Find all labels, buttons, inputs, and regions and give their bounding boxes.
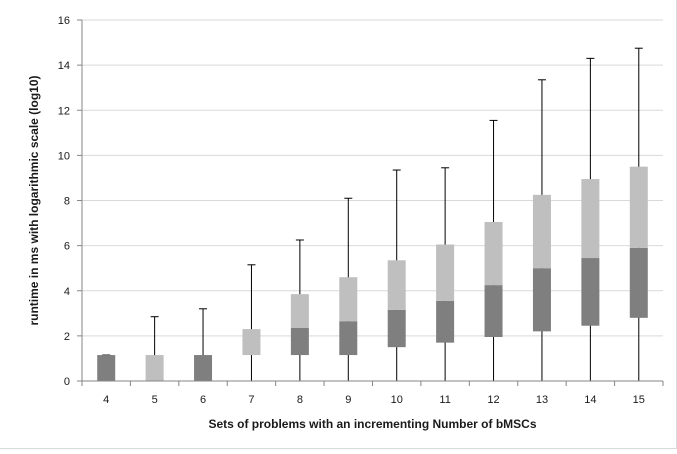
y-tick-label: 14 (58, 60, 70, 72)
box-upper (339, 277, 358, 322)
box-lower (97, 355, 116, 381)
box-lower (387, 309, 406, 348)
x-tick-label: 5 (152, 394, 158, 406)
box-lower (436, 300, 455, 343)
y-axis-title: runtime in ms with logarithmic scale (lo… (27, 75, 41, 325)
box-series (97, 47, 648, 381)
box-lower (484, 285, 503, 338)
box-4 (97, 354, 116, 381)
axes: 0 2 4 6 8 10 12 14 16 4 5 6 7 8 9 10 11 12 13 14 15 (58, 15, 664, 406)
box-lower (629, 247, 648, 318)
y-tick-label: 6 (64, 241, 70, 253)
y-tick-label: 4 (64, 286, 70, 298)
box-5 (145, 316, 164, 381)
box-lower (532, 268, 551, 332)
box-lower (339, 321, 358, 356)
y-tick-label: 10 (58, 150, 70, 162)
x-axis-title: Sets of problems with an incrementing Nu… (208, 417, 536, 431)
y-tick-label: 0 (64, 376, 70, 388)
y-tick-label: 12 (58, 105, 70, 117)
box-lower (290, 327, 309, 356)
x-tick-label: 11 (439, 394, 450, 406)
box-upper (484, 221, 503, 286)
box-upper (436, 244, 455, 301)
x-tick-label: 9 (345, 394, 351, 406)
x-tick-label: 13 (536, 394, 548, 406)
gridlines (82, 19, 663, 337)
box-10 (387, 169, 406, 381)
box-15 (629, 47, 648, 381)
box-6 (194, 308, 213, 381)
x-tick-label: 4 (103, 394, 109, 406)
box-9 (339, 197, 358, 381)
y-tick-label: 8 (64, 196, 70, 208)
box-lower (581, 258, 600, 326)
y-tick-label: 16 (58, 15, 70, 27)
box-upper (629, 166, 648, 248)
box-upper (242, 329, 261, 356)
x-tick-label: 12 (487, 394, 499, 406)
x-tick-label: 7 (248, 394, 254, 406)
box-8 (290, 239, 309, 381)
box-upper (581, 179, 600, 259)
x-tick-label: 8 (297, 394, 303, 406)
box-11 (436, 167, 455, 381)
x-tick-label: 14 (584, 394, 596, 406)
x-tick-label: 10 (391, 394, 403, 406)
box-upper (387, 260, 406, 310)
x-tick-label: 15 (633, 394, 645, 406)
box-upper (290, 294, 309, 328)
y-tick-label: 2 (64, 331, 70, 343)
x-tick-label: 6 (200, 394, 206, 406)
box-lower (194, 355, 213, 381)
box-upper (145, 355, 164, 381)
box-12 (484, 119, 503, 381)
box-7 (242, 264, 261, 381)
box-upper (532, 194, 551, 269)
box-13 (532, 79, 551, 381)
box-14 (581, 57, 600, 381)
